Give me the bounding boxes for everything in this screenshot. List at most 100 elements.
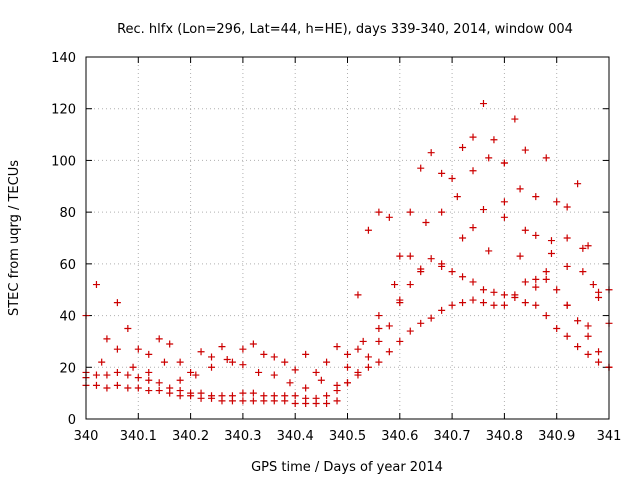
data-point bbox=[323, 392, 331, 400]
data-point bbox=[312, 368, 320, 376]
data-point bbox=[323, 358, 331, 366]
data-point bbox=[391, 281, 399, 289]
data-point bbox=[500, 198, 508, 206]
data-point bbox=[228, 358, 236, 366]
data-point bbox=[281, 358, 289, 366]
data-point bbox=[490, 136, 498, 144]
data-point bbox=[333, 387, 341, 395]
data-point bbox=[197, 348, 205, 356]
data-point bbox=[344, 379, 351, 387]
x-axis-label: GPS time / Days of year 2014 bbox=[251, 460, 443, 475]
data-point bbox=[129, 363, 137, 371]
data-point bbox=[479, 206, 487, 214]
data-point bbox=[521, 226, 529, 234]
data-point bbox=[579, 268, 587, 276]
data-point bbox=[417, 164, 425, 172]
data-point bbox=[375, 358, 383, 366]
data-point bbox=[584, 242, 592, 250]
data-point bbox=[291, 392, 299, 400]
data-point bbox=[160, 358, 168, 366]
y-tick-label: 40 bbox=[59, 310, 76, 325]
data-point bbox=[286, 379, 294, 387]
data-point bbox=[422, 218, 430, 226]
data-point bbox=[479, 100, 487, 108]
data-point bbox=[448, 268, 456, 276]
data-point bbox=[166, 384, 174, 392]
data-point bbox=[532, 231, 540, 239]
data-point bbox=[208, 363, 216, 371]
x-tick-label: 340.2 bbox=[172, 429, 209, 444]
data-point bbox=[223, 356, 231, 364]
data-point bbox=[145, 368, 153, 376]
data-point bbox=[542, 268, 550, 276]
data-point bbox=[500, 159, 508, 167]
data-point bbox=[255, 368, 263, 376]
data-point bbox=[145, 387, 153, 395]
data-point bbox=[595, 358, 603, 366]
data-point bbox=[563, 262, 571, 270]
data-point bbox=[574, 343, 582, 351]
data-point bbox=[239, 397, 247, 405]
data-point bbox=[375, 312, 383, 320]
data-point bbox=[98, 358, 106, 366]
data-point bbox=[113, 299, 121, 307]
y-axis-label: STEC from uqrg / TECUs bbox=[7, 160, 22, 316]
data-point bbox=[406, 327, 414, 335]
data-point bbox=[155, 335, 163, 343]
data-point bbox=[166, 340, 174, 348]
data-point bbox=[490, 301, 498, 309]
data-point bbox=[249, 389, 257, 397]
data-point bbox=[459, 273, 467, 281]
data-point bbox=[584, 350, 592, 358]
data-point bbox=[354, 291, 362, 299]
data-point bbox=[270, 353, 278, 361]
data-point bbox=[542, 312, 550, 320]
data-point bbox=[103, 335, 111, 343]
data-point bbox=[595, 293, 603, 301]
data-point bbox=[385, 322, 393, 330]
data-point bbox=[511, 291, 519, 299]
data-point bbox=[260, 392, 268, 400]
data-point bbox=[448, 175, 456, 183]
data-point bbox=[176, 376, 184, 384]
data-point bbox=[469, 224, 477, 232]
data-point bbox=[192, 371, 200, 379]
data-point bbox=[438, 306, 446, 314]
data-point bbox=[270, 371, 278, 379]
data-point bbox=[302, 350, 310, 358]
data-point bbox=[291, 399, 299, 407]
data-point bbox=[312, 394, 320, 402]
data-point bbox=[249, 340, 257, 348]
data-point bbox=[333, 343, 341, 351]
data-point bbox=[260, 350, 268, 358]
data-point bbox=[239, 345, 247, 353]
data-point bbox=[417, 319, 425, 327]
data-point bbox=[124, 384, 132, 392]
data-point bbox=[574, 180, 582, 188]
data-point bbox=[218, 343, 226, 351]
y-tick-label: 100 bbox=[51, 154, 76, 169]
x-tick-label: 340.7 bbox=[433, 429, 470, 444]
y-tick-label: 0 bbox=[68, 413, 76, 428]
data-point bbox=[396, 337, 404, 345]
data-point bbox=[459, 299, 467, 307]
y-tick-label: 120 bbox=[51, 103, 76, 118]
data-point bbox=[344, 350, 351, 358]
data-point bbox=[385, 348, 393, 356]
x-tick-label: 340 bbox=[74, 429, 99, 444]
data-point bbox=[406, 208, 414, 216]
data-point bbox=[521, 146, 529, 154]
data-point bbox=[438, 208, 446, 216]
x-tick-label: 340.6 bbox=[381, 429, 418, 444]
data-point bbox=[547, 237, 555, 245]
data-point bbox=[354, 345, 362, 353]
data-point bbox=[553, 325, 561, 332]
data-point bbox=[187, 368, 195, 376]
data-point bbox=[542, 154, 550, 162]
data-point bbox=[364, 363, 372, 371]
data-point bbox=[249, 397, 257, 405]
data-point bbox=[553, 198, 561, 206]
data-point bbox=[563, 203, 571, 211]
data-point bbox=[469, 278, 477, 286]
